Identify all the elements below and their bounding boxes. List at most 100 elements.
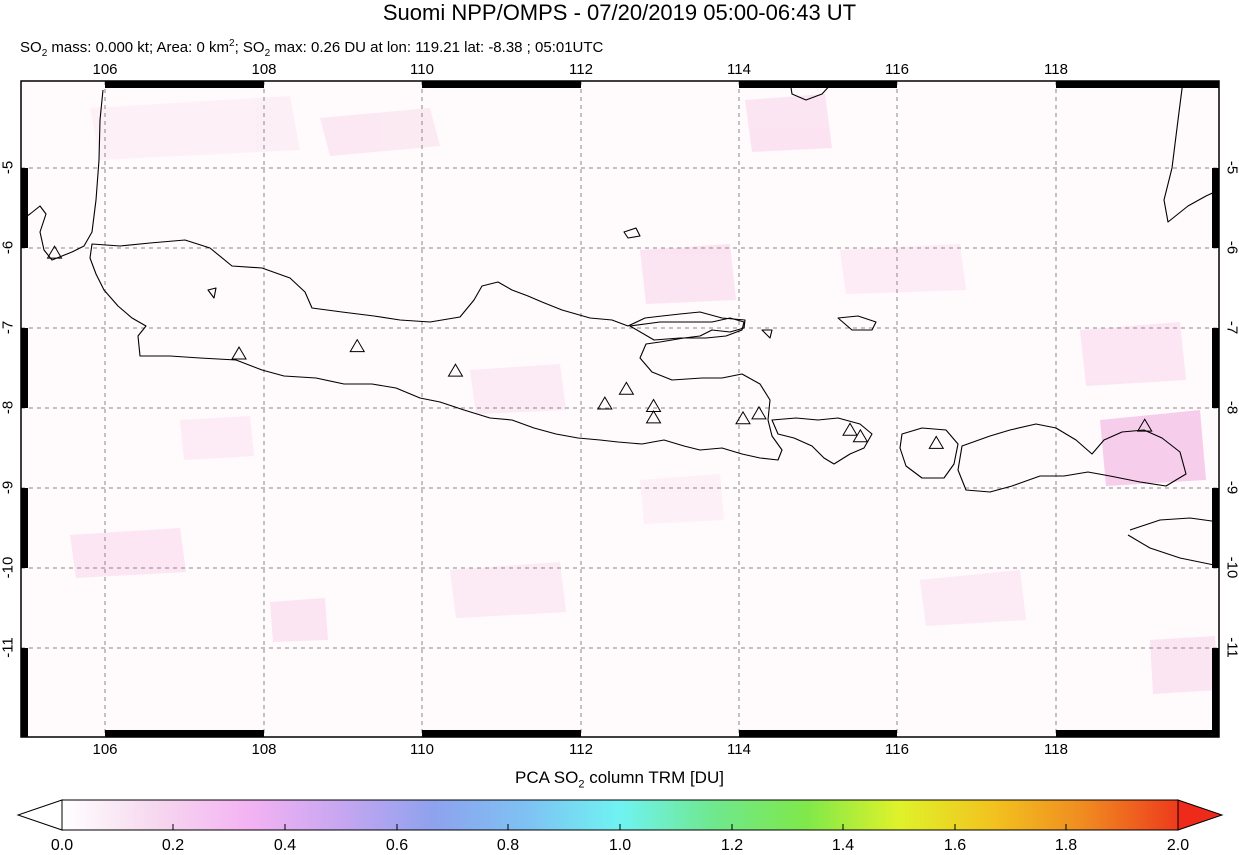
volcano-icon bbox=[645, 410, 662, 424]
map-background bbox=[21, 81, 1219, 737]
volcano-markers bbox=[46, 245, 1153, 449]
coastlines bbox=[21, 81, 1219, 567]
lat-tick-right: -8 bbox=[1223, 400, 1239, 415]
volcano-icon bbox=[618, 381, 635, 395]
volcano-icon bbox=[842, 422, 858, 436]
so2-pixel-layer bbox=[70, 94, 1218, 694]
volcano-icon bbox=[751, 405, 767, 420]
so2-swath bbox=[840, 244, 966, 294]
lat-tick-left: -6 bbox=[0, 240, 17, 255]
colorbar-label: 1.2 bbox=[720, 837, 744, 854]
colorbar-label: 0.8 bbox=[496, 837, 520, 854]
lon-tick-bottom: 112 bbox=[569, 741, 593, 758]
colorbar-low-arrow bbox=[16, 799, 63, 831]
lon-tick-top: 108 bbox=[251, 61, 277, 78]
lon-tick-bottom: 114 bbox=[727, 741, 751, 758]
coast-madura bbox=[629, 317, 745, 341]
lon-tick-top: 110 bbox=[410, 61, 434, 78]
so2-swath bbox=[180, 416, 254, 460]
so2-swath bbox=[1080, 322, 1186, 386]
subscript-2: 2 bbox=[41, 48, 48, 59]
lon-tick-bottom: 118 bbox=[1044, 741, 1068, 758]
colorbar-label: 2.0 bbox=[1166, 837, 1190, 854]
so2-max-text: max: 0.26 DU at lon: 119.21 lat: -8.38 ;… bbox=[270, 39, 604, 56]
lat-tick-left: -9 bbox=[0, 480, 17, 495]
so2-swath bbox=[470, 364, 566, 414]
subscript-2c: 2 bbox=[578, 778, 585, 791]
so2-swath bbox=[320, 108, 440, 156]
colorbar bbox=[16, 799, 1224, 831]
volcano-icon bbox=[1136, 418, 1153, 432]
lat-tick-left: -10 bbox=[0, 556, 17, 579]
colorbar-label: 0.0 bbox=[50, 837, 74, 854]
graticule bbox=[21, 81, 1219, 737]
lon-tick-top: 112 bbox=[569, 61, 593, 78]
volcano-icon bbox=[852, 428, 869, 443]
lon-tick-top: 106 bbox=[92, 61, 118, 78]
so2-label: SO bbox=[20, 39, 42, 56]
so2-swath bbox=[640, 474, 724, 524]
so2-swath bbox=[450, 562, 566, 618]
colorbar-ticks bbox=[172, 824, 1067, 830]
so2-swath bbox=[640, 244, 736, 304]
lon-tick-top: 114 bbox=[727, 61, 751, 78]
coast-bali bbox=[771, 417, 873, 465]
map-frame bbox=[20, 80, 1220, 738]
colorbar-title-prefix: PCA SO bbox=[515, 768, 579, 787]
lat-tick-left: -8 bbox=[0, 400, 17, 415]
coast-sumatra bbox=[21, 89, 104, 261]
map-title: Suomi NPP/OMPS - 07/20/2019 05:00-06:43 … bbox=[382, 0, 857, 25]
coast-lombok bbox=[899, 427, 959, 479]
subscript-2b: 2 bbox=[264, 48, 271, 59]
so2-swath bbox=[1100, 410, 1206, 486]
so2-swath bbox=[70, 528, 186, 578]
lat-tick-left: -5 bbox=[0, 160, 17, 175]
coast-borneo bbox=[789, 81, 835, 101]
lat-tick-right: -10 bbox=[1223, 556, 1239, 579]
coast-sumba bbox=[1127, 534, 1219, 567]
lon-tick-top: 116 bbox=[885, 61, 909, 78]
coast-flores bbox=[1129, 517, 1219, 531]
frame-ticks-bottom bbox=[105, 730, 1219, 737]
volcano-icon bbox=[447, 363, 464, 377]
colorbar-label: 1.0 bbox=[608, 837, 632, 854]
colorbar-high-arrow bbox=[1177, 799, 1224, 831]
colorbar-title: PCA SO2 column TRM [DU] bbox=[0, 768, 1239, 790]
colorbar-label: 0.6 bbox=[385, 837, 409, 854]
coast-sumbawa bbox=[957, 423, 1187, 493]
so2-swath bbox=[90, 96, 300, 160]
colorbar-label: 1.8 bbox=[1054, 837, 1078, 854]
superscript-2: 2 bbox=[229, 38, 235, 49]
coast-java bbox=[89, 239, 783, 461]
frame-ticks-right bbox=[1212, 168, 1219, 737]
frame-border bbox=[20, 80, 1220, 738]
coast-islet-a bbox=[623, 227, 641, 239]
so2-swath bbox=[1150, 636, 1218, 694]
volcano-icon bbox=[349, 338, 366, 353]
lat-tick-left: -7 bbox=[0, 320, 17, 335]
coast-islet-c bbox=[761, 329, 773, 339]
frame-ticks-top bbox=[105, 81, 1219, 88]
volcano-icon bbox=[735, 410, 751, 425]
lat-tick-right: -5 bbox=[1223, 160, 1239, 175]
colorbar-title-suffix: column TRM [DU] bbox=[584, 768, 724, 787]
colorbar-label: 1.6 bbox=[943, 837, 967, 854]
volcano-icon bbox=[46, 245, 63, 259]
lat-tick-right: -7 bbox=[1223, 320, 1239, 335]
coast-islet-b bbox=[207, 287, 217, 299]
lon-tick-bottom: 108 bbox=[251, 741, 277, 758]
lat-tick-right: -9 bbox=[1223, 480, 1239, 495]
lon-tick-bottom: 116 bbox=[885, 741, 909, 758]
lon-tick-bottom: 106 bbox=[92, 741, 118, 758]
coast-sulawesi bbox=[1163, 81, 1219, 223]
lat-tick-right: -11 bbox=[1223, 637, 1239, 658]
colorbar-label: 0.4 bbox=[273, 837, 297, 854]
lon-tick-top: 118 bbox=[1044, 61, 1068, 78]
colorbar-label: 1.4 bbox=[831, 837, 855, 854]
lat-tick-right: -6 bbox=[1223, 240, 1239, 255]
so2-swath bbox=[745, 94, 832, 152]
coast-kangean bbox=[837, 315, 877, 331]
frame-ticks-left bbox=[21, 168, 28, 737]
so2-swath bbox=[920, 570, 1026, 626]
